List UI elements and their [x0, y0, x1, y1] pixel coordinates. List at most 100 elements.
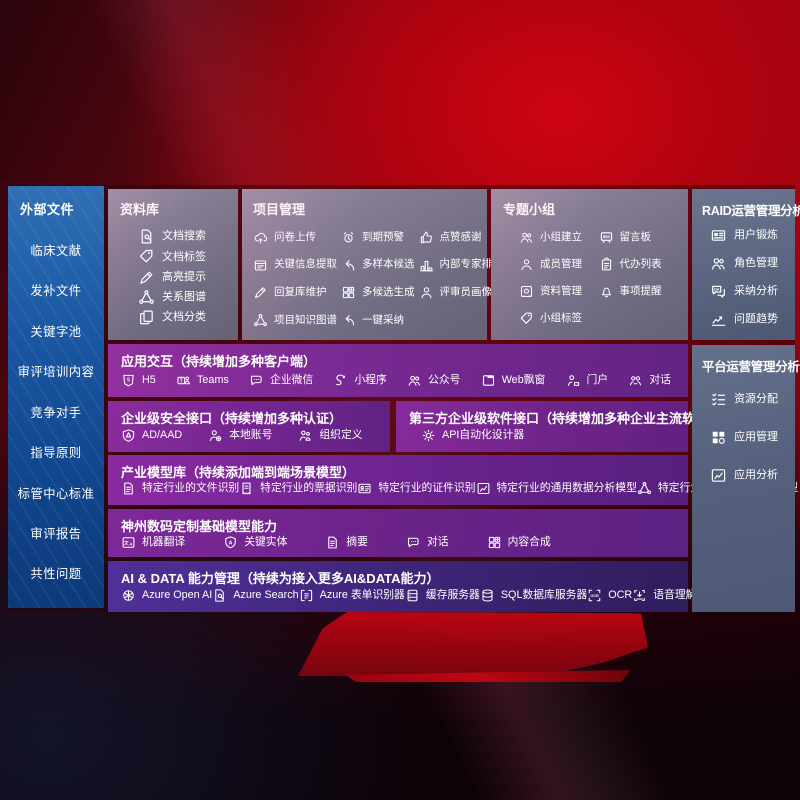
feature-item[interactable]: 回复库维护 — [253, 285, 337, 300]
feature-item[interactable]: 点赞感谢 — [419, 230, 503, 245]
feature-item[interactable]: 成员管理 — [519, 257, 599, 272]
data-library-items: 文档搜索文档标签高亮提示关系图谱文档分类 — [120, 218, 232, 328]
person-icon — [519, 257, 534, 272]
panel-title: 企业级安全接口（持续增加多种认证） — [121, 411, 343, 426]
feature-item[interactable]: 资源分配 — [710, 391, 789, 408]
feature-item-label: 文档分类 — [162, 311, 206, 324]
feature-item[interactable]: 对话 — [628, 373, 671, 388]
feature-item[interactable]: QA 采纳分析 — [710, 283, 789, 300]
sidebar-item[interactable]: 发补文件 — [8, 284, 104, 299]
feature-item[interactable]: 小组建立 — [519, 230, 599, 245]
feature-item[interactable]: 资料管理 — [519, 284, 599, 299]
feature-item-label: 项目知识图谱 — [274, 313, 337, 326]
feature-item-label: 关系图谱 — [162, 291, 206, 304]
feature-item[interactable]: 摘要 — [325, 535, 368, 550]
sidebar-item[interactable]: 关键字池 — [8, 325, 104, 340]
feature-item[interactable]: 关键信息提取 — [253, 258, 337, 273]
feature-item[interactable]: 多样本候选 — [341, 258, 415, 273]
feature-item[interactable]: 事项提醒 — [599, 284, 683, 299]
panel-data-library: 资料库 文档搜索 文档标签 高亮提示 关系图谱 文档分类 — [108, 189, 238, 340]
feature-item[interactable]: Azure 表单识别器 — [299, 588, 405, 603]
feature-item-label: 评审员画像 — [439, 286, 493, 299]
feature-item-label: Azure 表单识别器 — [319, 588, 405, 601]
checklist-icon — [710, 391, 727, 408]
feature-item[interactable]: AD/AAD — [121, 428, 182, 443]
feature-item[interactable]: 多候选生成 — [341, 285, 415, 300]
interfaces-row: 企业级安全接口（持续增加多种认证） AD/AAD 本地账号 组织定义 第三方企业级软… — [108, 401, 747, 452]
feature-item[interactable]: Azure Open AI — [121, 588, 212, 603]
feature-item[interactable]: 组织定义 — [298, 428, 363, 443]
feature-item[interactable]: 代办列表 — [599, 257, 683, 272]
feature-item[interactable]: 应用管理 — [710, 429, 789, 446]
feature-item[interactable]: T Teams — [176, 373, 229, 388]
feature-item-label: Azure Search — [233, 588, 299, 601]
feature-item[interactable]: 角色管理 — [710, 255, 789, 272]
feature-item-label: 资源分配 — [734, 393, 778, 406]
feature-item[interactable]: SQL数据库服务器 — [480, 588, 587, 603]
feature-item[interactable]: 一键采纳 — [341, 313, 415, 328]
feature-item-label: 到期预警 — [362, 230, 404, 243]
industry-model-items: 特定行业的文件识别 特定行业的票据识别 特定行业的证件识别 特定行业的通用数据分析模型… — [121, 481, 798, 496]
feature-item[interactable]: 小组标签 — [519, 311, 599, 326]
shield-icon — [121, 428, 136, 443]
highlight-pen-icon — [138, 269, 155, 286]
feature-item[interactable]: 评审员画像 — [419, 285, 503, 300]
feature-item[interactable]: 文 A 机器翻译 — [121, 535, 185, 550]
sidebar-item[interactable]: 指导原则 — [8, 446, 104, 461]
speech-icon — [632, 588, 647, 603]
feature-item[interactable]: OCR OCR — [587, 588, 632, 603]
doc-search-icon — [212, 588, 227, 603]
feature-item[interactable]: BBS 留言板 — [599, 230, 683, 245]
feature-item[interactable]: 用户锻炼 — [710, 227, 789, 244]
openai-icon — [121, 588, 136, 603]
user-card-icon — [710, 227, 727, 244]
web-window-icon — [481, 373, 496, 388]
feature-item[interactable]: 项目知识图谱 — [253, 313, 337, 328]
feature-item-label: AD/AAD — [142, 428, 183, 441]
feature-item[interactable]: 应用分析 — [710, 467, 789, 484]
feature-item[interactable]: 内容合成 — [487, 535, 551, 550]
feature-item[interactable]: 特定行业的证件识别 — [357, 481, 476, 496]
feature-item[interactable]: 问题趋势 — [710, 311, 789, 328]
group-icon — [519, 230, 534, 245]
sidebar-item[interactable]: 竞争对手 — [8, 406, 104, 421]
feature-item-label: 机器翻译 — [142, 535, 186, 548]
sidebar-item[interactable]: 审评报告 — [8, 527, 104, 542]
feature-item[interactable]: 小程序 — [333, 373, 387, 388]
security-items: AD/AAD 本地账号 组织定义 — [121, 428, 377, 443]
shield-a-icon: A — [223, 535, 238, 550]
feature-item[interactable]: 问卷上传 — [253, 230, 337, 245]
feature-item[interactable]: API自动化设计器 — [421, 428, 524, 443]
feature-item-label: 一键采纳 — [362, 313, 404, 326]
left-sidebar-external-files: 外部文件 临床文献 发补文件 关键字池 审评培训内容 竞争对手 指导原则 标管中心标准 审评报… — [8, 186, 104, 608]
feature-item[interactable]: 语音理解 — [632, 588, 696, 603]
feature-item[interactable]: Azure Search — [212, 588, 299, 603]
feature-item[interactable]: 文档标签 — [138, 248, 232, 265]
feature-item[interactable]: 文档搜索 — [138, 228, 232, 245]
feature-item[interactable]: 关系图谱 — [138, 289, 232, 306]
feature-item[interactable]: 内部专家排名 — [419, 258, 503, 273]
feature-item[interactable]: Web飘窗 — [481, 373, 545, 388]
feature-item[interactable]: 企业微信 — [249, 373, 313, 388]
feature-item[interactable]: 特定行业的票据识别 — [239, 481, 357, 496]
feature-item[interactable]: 对话 — [406, 535, 449, 550]
feature-item[interactable]: 特定行业的通用数据分析模型 — [476, 481, 637, 496]
feature-item-label: 角色管理 — [734, 257, 778, 270]
feature-item-label: 本地账号 — [229, 428, 273, 441]
feature-item[interactable]: 特定行业的文件识别 — [121, 481, 239, 496]
sidebar-item[interactable]: 共性问题 — [8, 567, 104, 582]
sidebar-item[interactable]: 临床文献 — [8, 244, 104, 259]
feature-item[interactable]: 到期预警 — [341, 230, 415, 245]
sidebar-item[interactable]: 标管中心标准 — [8, 487, 104, 502]
feature-item[interactable]: 文档分类 — [138, 309, 232, 326]
chat-bubble-icon — [406, 535, 421, 550]
feature-item[interactable]: 本地账号 — [208, 428, 272, 443]
feature-item[interactable]: 门户 — [566, 373, 608, 388]
sidebar-item[interactable]: 审评培训内容 — [8, 365, 104, 380]
feature-item-label: 多样本候选 — [362, 258, 415, 271]
feature-item[interactable]: 缓存服务器 — [405, 588, 480, 603]
feature-item[interactable]: A 关键实体 — [223, 535, 287, 550]
feature-item[interactable]: 高亮提示 — [138, 269, 232, 286]
feature-item[interactable]: 5 H5 — [121, 373, 156, 388]
feature-item[interactable]: 公众号 — [407, 373, 460, 388]
